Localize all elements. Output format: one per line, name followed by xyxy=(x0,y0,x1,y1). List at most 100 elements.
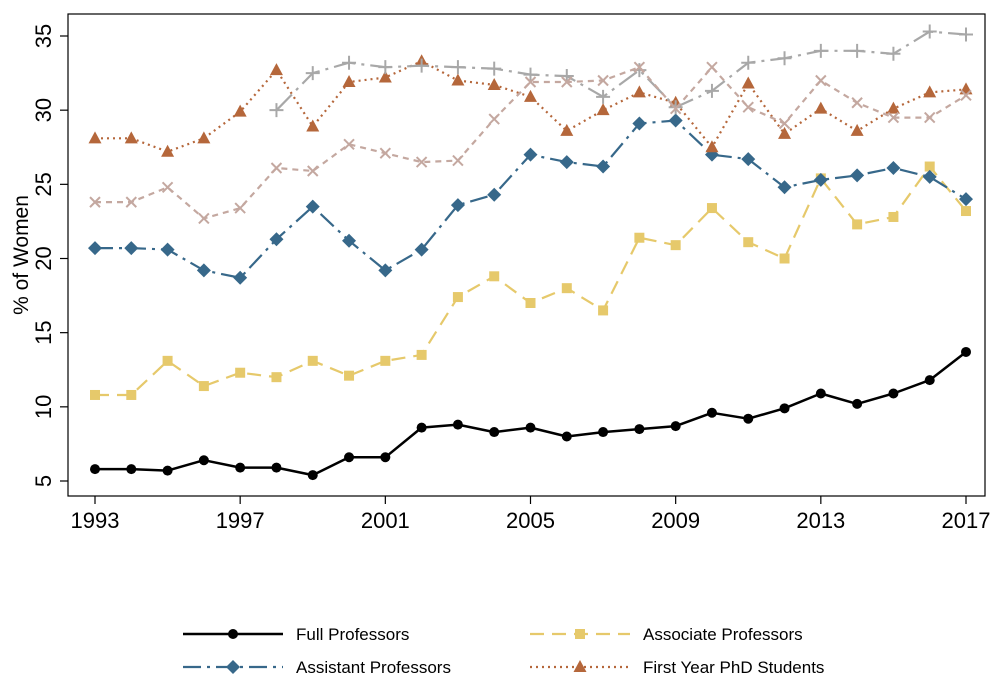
data-point xyxy=(597,74,609,87)
legend-item: Full Professors xyxy=(183,625,409,644)
data-point xyxy=(924,375,935,386)
data-point xyxy=(961,206,971,217)
data-point xyxy=(886,161,901,176)
y-axis-title: % of Women xyxy=(10,195,33,315)
data-point xyxy=(125,196,137,208)
series-line xyxy=(95,119,967,279)
data-point xyxy=(488,113,500,125)
data-point xyxy=(961,346,971,357)
data-point xyxy=(634,424,645,435)
series-assistant-professors xyxy=(88,113,973,285)
legend-marker xyxy=(575,629,585,639)
data-point xyxy=(452,292,463,303)
data-point xyxy=(450,198,465,213)
data-point xyxy=(197,131,211,144)
data-point xyxy=(487,77,501,90)
data-point xyxy=(523,67,538,82)
y-tick-label: 30 xyxy=(31,98,56,122)
data-point xyxy=(380,452,391,463)
data-point xyxy=(850,43,865,58)
data-point xyxy=(524,76,537,88)
legend-label: First Year PhD Students xyxy=(643,658,824,677)
data-point xyxy=(271,372,282,383)
data-point xyxy=(670,421,681,432)
data-point xyxy=(342,74,356,87)
data-point xyxy=(342,233,357,248)
data-point xyxy=(124,241,139,256)
data-point xyxy=(670,240,681,251)
data-point xyxy=(850,168,865,183)
data-point xyxy=(596,89,611,104)
data-point xyxy=(342,55,357,70)
data-point xyxy=(888,211,899,222)
data-point xyxy=(923,85,937,98)
series-full-professors xyxy=(90,346,971,481)
data-point xyxy=(233,104,247,117)
data-point xyxy=(525,422,536,433)
data-point xyxy=(90,464,100,475)
data-point xyxy=(596,103,610,116)
legend-marker xyxy=(228,629,238,639)
data-point xyxy=(378,60,393,75)
data-point xyxy=(778,126,792,139)
data-point xyxy=(415,156,428,168)
data-point xyxy=(743,237,754,248)
data-point xyxy=(887,111,900,124)
data-point xyxy=(852,398,863,409)
y-tick-label: 35 xyxy=(31,24,56,48)
data-point xyxy=(886,46,901,61)
data-point xyxy=(814,101,828,114)
data-point xyxy=(634,232,645,243)
data-point xyxy=(161,144,175,157)
data-point xyxy=(561,76,573,88)
plot-frame xyxy=(67,13,986,497)
data-point xyxy=(706,203,717,214)
data-point xyxy=(452,154,464,167)
data-point xyxy=(124,131,138,144)
data-point xyxy=(959,82,973,95)
data-point xyxy=(705,140,719,153)
legend-label: Full Professors xyxy=(296,625,409,644)
data-point xyxy=(886,101,900,114)
data-point xyxy=(344,452,355,463)
data-point xyxy=(126,464,137,475)
data-point xyxy=(90,389,100,400)
data-point xyxy=(777,180,792,195)
data-point xyxy=(271,462,282,473)
y-axis: 5 10 15 20 25 30 35 xyxy=(31,24,68,487)
y-tick-label: 15 xyxy=(31,320,56,344)
legend-item: Associate Professors xyxy=(530,625,803,644)
data-point xyxy=(306,119,320,132)
data-point xyxy=(89,196,101,208)
data-point xyxy=(632,116,647,131)
x-tick-label: 2009 xyxy=(651,508,700,533)
data-point xyxy=(269,63,283,76)
data-point xyxy=(924,161,935,172)
data-point xyxy=(198,381,209,392)
data-point xyxy=(196,263,211,278)
data-point xyxy=(233,270,248,285)
data-point xyxy=(922,169,937,184)
data-point xyxy=(162,355,173,366)
data-point xyxy=(813,43,828,58)
y-tick-label: 10 xyxy=(31,395,56,419)
data-point xyxy=(922,24,937,39)
data-point xyxy=(596,159,611,174)
data-point xyxy=(234,202,246,214)
x-tick-label: 2001 xyxy=(361,508,410,533)
data-point xyxy=(451,73,465,86)
data-point xyxy=(162,465,173,476)
data-point xyxy=(523,147,538,162)
legend-marker xyxy=(573,660,587,672)
data-point xyxy=(487,187,502,202)
x-tick-label: 2017 xyxy=(942,508,991,533)
data-point xyxy=(959,192,973,207)
data-point xyxy=(779,253,790,264)
data-point xyxy=(743,413,754,424)
data-point xyxy=(126,389,137,400)
x-tick-label: 1993 xyxy=(71,508,120,533)
data-point xyxy=(344,370,355,381)
data-point xyxy=(706,407,717,418)
legend: Full Professors Associate Professors Assis… xyxy=(183,625,824,677)
